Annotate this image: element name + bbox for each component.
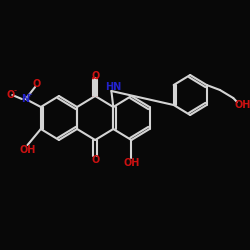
Text: O: O: [33, 79, 41, 89]
Text: O: O: [91, 71, 99, 81]
Text: +: +: [26, 92, 32, 98]
Text: OH: OH: [234, 100, 250, 110]
Text: OH: OH: [123, 158, 140, 168]
Text: O: O: [91, 155, 99, 165]
Text: O: O: [6, 90, 14, 100]
Text: HN: HN: [105, 82, 122, 92]
Text: N: N: [22, 94, 30, 104]
Text: -: -: [14, 86, 17, 96]
Text: OH: OH: [19, 145, 36, 155]
